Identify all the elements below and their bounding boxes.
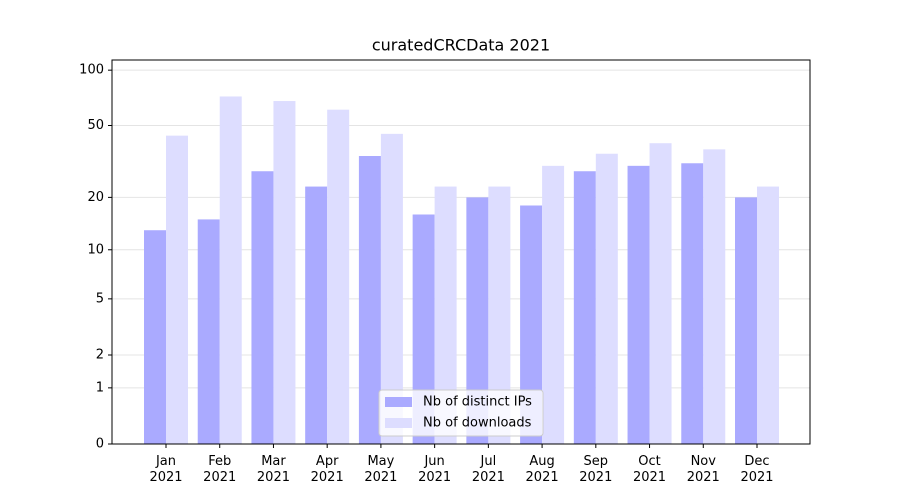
legend-label: Nb of distinct IPs (423, 395, 532, 410)
x-tick-label: Jun 2021 (418, 454, 451, 485)
bar (520, 205, 543, 444)
y-tick-label: 2 (96, 348, 104, 363)
x-tick-label: Mar 2021 (257, 454, 290, 485)
bar (649, 143, 672, 445)
bar (466, 197, 489, 444)
y-tick-label: 10 (87, 242, 104, 257)
y-tick-label: 1 (96, 380, 104, 395)
bar (488, 186, 511, 444)
bar (197, 219, 220, 444)
bar (757, 186, 779, 444)
plot-frame (111, 59, 811, 445)
y-tick-label: 100 (79, 63, 104, 78)
bar (251, 171, 274, 444)
legend-swatch (385, 397, 412, 407)
y-tick-label: 50 (87, 118, 104, 133)
y-tick-label: 0 (96, 437, 104, 452)
bar (542, 165, 565, 445)
x-tick-label: Jul 2021 (472, 454, 505, 485)
bar (595, 153, 618, 445)
legend-swatch (385, 418, 412, 428)
y-tick-label: 20 (87, 190, 104, 205)
bar (273, 101, 296, 445)
bar (434, 186, 457, 444)
bar (627, 165, 650, 445)
bar (327, 109, 350, 444)
bar (681, 163, 704, 444)
y-tick-label: 5 (96, 291, 104, 306)
x-tick-label: Nov 2021 (687, 454, 720, 485)
bar (358, 156, 381, 445)
bar (219, 96, 242, 444)
x-tick-label: Sep 2021 (579, 454, 612, 485)
bar (412, 214, 435, 444)
x-tick-label: Dec 2021 (740, 454, 773, 485)
legend-box (378, 389, 544, 437)
x-tick-label: Apr 2021 (311, 454, 344, 485)
bar (305, 186, 328, 444)
x-tick-label: Feb 2021 (203, 454, 236, 485)
bar (166, 135, 188, 445)
x-tick-label: Aug 2021 (526, 454, 559, 485)
bar (380, 133, 403, 444)
bar (735, 197, 757, 444)
x-tick-label: Oct 2021 (633, 454, 666, 485)
bar (573, 171, 596, 444)
x-tick-label: Jan 2021 (149, 454, 182, 485)
chart-title: curatedCRCData 2021 (372, 36, 550, 55)
x-tick-label: May 2021 (364, 454, 397, 485)
legend-label: Nb of downloads (423, 416, 532, 431)
bar (144, 230, 166, 444)
bar (703, 149, 726, 444)
